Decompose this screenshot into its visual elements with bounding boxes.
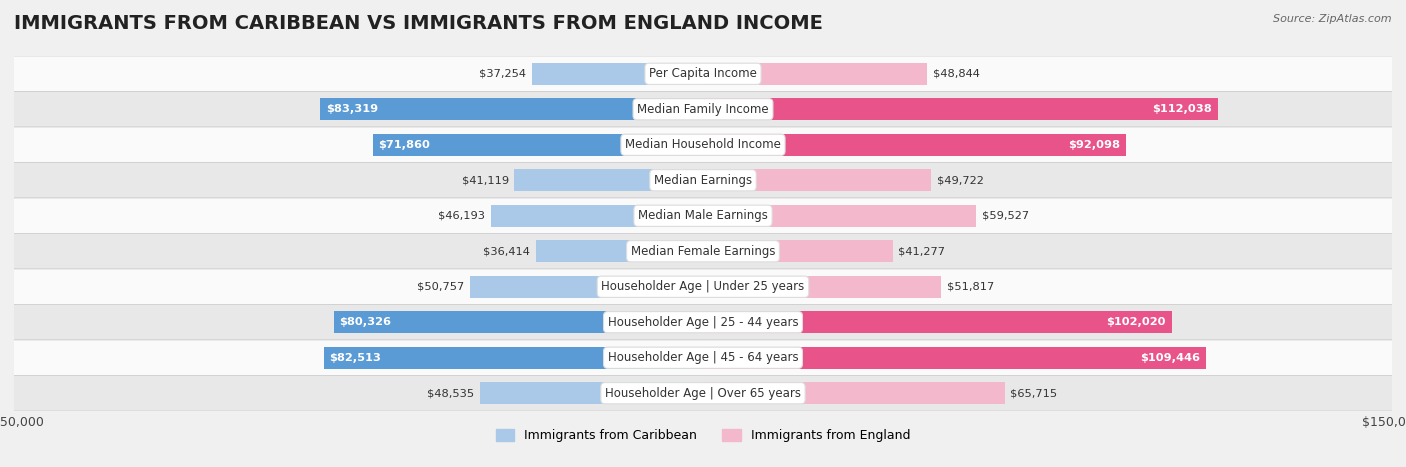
FancyBboxPatch shape (0, 92, 1406, 127)
Bar (703, 205, 976, 227)
Text: $83,319: $83,319 (326, 104, 378, 114)
Bar (536, 240, 703, 262)
Text: Median Family Income: Median Family Income (637, 103, 769, 116)
Text: $65,715: $65,715 (1011, 388, 1057, 398)
Bar (703, 276, 941, 298)
Bar (703, 134, 1126, 156)
Bar (703, 382, 1005, 404)
Text: IMMIGRANTS FROM CARIBBEAN VS IMMIGRANTS FROM ENGLAND INCOME: IMMIGRANTS FROM CARIBBEAN VS IMMIGRANTS … (14, 14, 823, 33)
Text: $48,844: $48,844 (932, 69, 980, 79)
FancyBboxPatch shape (0, 304, 1406, 340)
Legend: Immigrants from Caribbean, Immigrants from England: Immigrants from Caribbean, Immigrants fr… (491, 425, 915, 447)
FancyBboxPatch shape (0, 269, 1406, 304)
Text: Householder Age | 45 - 64 years: Householder Age | 45 - 64 years (607, 351, 799, 364)
Text: $41,277: $41,277 (898, 246, 945, 256)
FancyBboxPatch shape (0, 340, 1406, 375)
FancyBboxPatch shape (0, 127, 1406, 163)
Bar (321, 98, 703, 120)
Text: $49,722: $49,722 (936, 175, 984, 185)
FancyBboxPatch shape (0, 163, 1406, 198)
Text: $46,193: $46,193 (439, 211, 485, 221)
Bar (703, 311, 1171, 333)
Bar (703, 169, 931, 191)
Text: $102,020: $102,020 (1107, 317, 1166, 327)
FancyBboxPatch shape (0, 234, 1406, 269)
Text: Source: ZipAtlas.com: Source: ZipAtlas.com (1274, 14, 1392, 24)
Text: Median Male Earnings: Median Male Earnings (638, 209, 768, 222)
Text: $51,817: $51,817 (946, 282, 994, 292)
Text: $37,254: $37,254 (479, 69, 526, 79)
Text: Householder Age | Over 65 years: Householder Age | Over 65 years (605, 387, 801, 400)
Text: $71,860: $71,860 (378, 140, 430, 150)
Bar (703, 347, 1206, 369)
FancyBboxPatch shape (0, 56, 1406, 92)
Bar (491, 205, 703, 227)
Bar (531, 63, 703, 85)
Text: Median Earnings: Median Earnings (654, 174, 752, 187)
Text: $112,038: $112,038 (1153, 104, 1212, 114)
Bar (703, 63, 928, 85)
Text: $41,119: $41,119 (461, 175, 509, 185)
Bar (703, 240, 893, 262)
Bar (335, 311, 703, 333)
Text: $48,535: $48,535 (427, 388, 475, 398)
Text: Median Household Income: Median Household Income (626, 138, 780, 151)
Text: $92,098: $92,098 (1069, 140, 1121, 150)
FancyBboxPatch shape (0, 375, 1406, 411)
Bar (373, 134, 703, 156)
Bar (323, 347, 703, 369)
Text: Per Capita Income: Per Capita Income (650, 67, 756, 80)
Text: $80,326: $80,326 (340, 317, 392, 327)
Text: $59,527: $59,527 (981, 211, 1029, 221)
Text: Median Female Earnings: Median Female Earnings (631, 245, 775, 258)
Text: $50,757: $50,757 (418, 282, 464, 292)
Bar (470, 276, 703, 298)
Text: Householder Age | 25 - 44 years: Householder Age | 25 - 44 years (607, 316, 799, 329)
Text: $36,414: $36,414 (484, 246, 530, 256)
Bar (703, 98, 1218, 120)
Bar (515, 169, 703, 191)
Text: Householder Age | Under 25 years: Householder Age | Under 25 years (602, 280, 804, 293)
Text: $82,513: $82,513 (329, 353, 381, 363)
FancyBboxPatch shape (0, 198, 1406, 234)
Text: $109,446: $109,446 (1140, 353, 1201, 363)
Bar (479, 382, 703, 404)
